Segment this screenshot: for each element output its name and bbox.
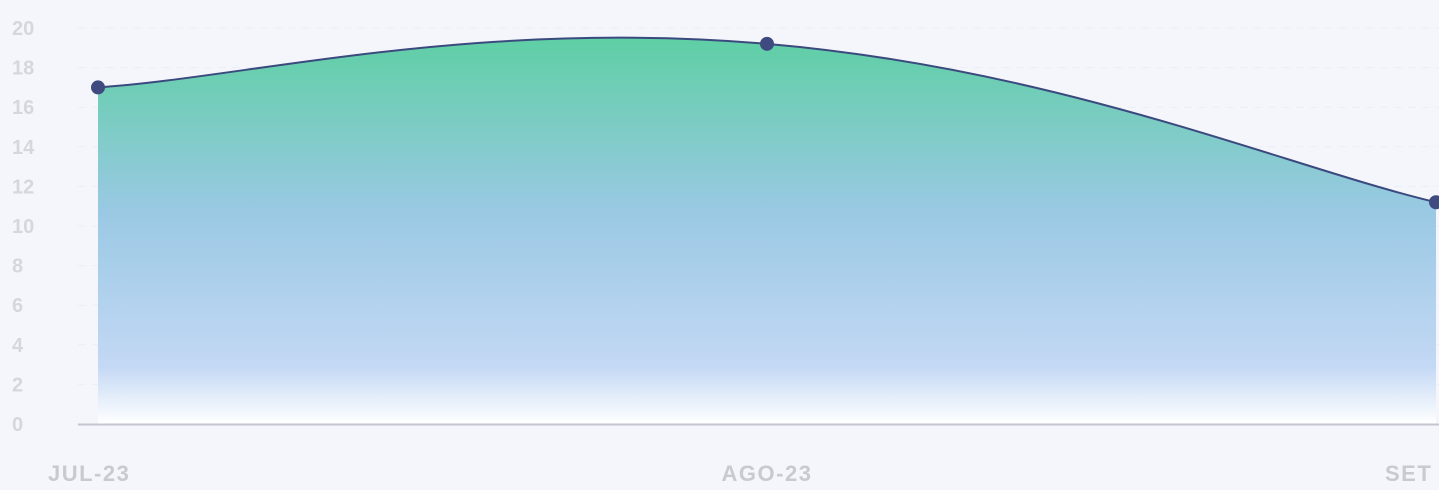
- y-tick-label: 2: [12, 374, 23, 396]
- data-point-marker[interactable]: [91, 80, 105, 95]
- y-tick-label: 10: [12, 216, 34, 238]
- y-tick-label: 14: [12, 137, 35, 159]
- series-area-fill: [98, 37, 1436, 424]
- y-tick-label: 16: [12, 97, 34, 119]
- y-tick-label: 6: [12, 295, 23, 317]
- marker-layer: [91, 36, 1439, 210]
- x-tick-label: AGO-23: [722, 461, 813, 486]
- area-layer: [97, 36, 1437, 424]
- y-tick-label: 12: [12, 176, 34, 198]
- data-point-marker[interactable]: [1429, 195, 1439, 210]
- x-tick-label: SET: [1385, 461, 1432, 486]
- y-tick-label: 0: [12, 414, 23, 436]
- y-tick-label: 18: [12, 58, 34, 80]
- y-axis: 0 2 4 6 8 10 12 14 16 18 20: [12, 18, 35, 436]
- data-point-marker[interactable]: [760, 36, 774, 51]
- x-axis: JUL-23 AGO-23 SET: [48, 461, 1432, 486]
- y-tick-label: 8: [12, 256, 23, 278]
- y-tick-label: 4: [12, 335, 24, 357]
- x-tick-label: JUL-23: [48, 461, 130, 486]
- y-tick-label: 20: [12, 18, 34, 40]
